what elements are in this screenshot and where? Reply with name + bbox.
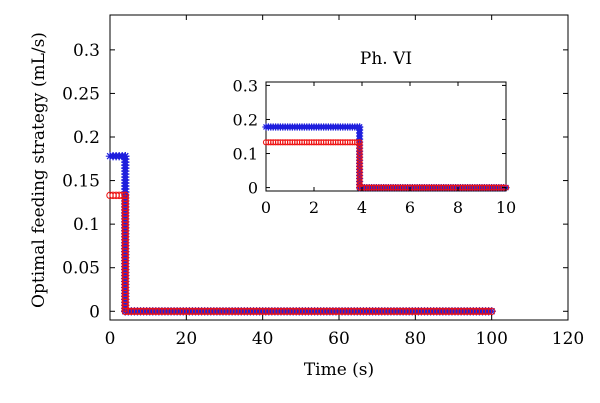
data-point <box>356 148 363 155</box>
data-point <box>356 178 363 185</box>
inset-x-tick-label: 8 <box>453 198 463 217</box>
main-y-tick-labels: 0 0.05 0.1 0.15 0.2 0.25 0.3 <box>62 41 100 322</box>
y-axis-label: Optimal feeding strategy (mL/s) <box>29 32 49 308</box>
inset-plot-background <box>266 82 506 191</box>
inset-y-tick-label: 0.2 <box>233 110 258 129</box>
main-ticks <box>109 15 569 320</box>
main-x-tick-label: 120 <box>552 329 584 349</box>
inset-y-tick-labels: 0 0.1 0.2 0.3 <box>233 76 258 197</box>
main-y-tick-label: 0.1 <box>73 215 100 235</box>
inset-x-tick-label: 10 <box>496 198 516 217</box>
main-series-layer <box>105 151 496 316</box>
main-y-tick-label: 0 <box>89 302 100 322</box>
main-y-tick-label: 0.3 <box>73 41 100 61</box>
data-point <box>356 151 363 158</box>
data-point <box>356 175 363 182</box>
main-x-tick-label: 0 <box>105 329 116 349</box>
inset-ticks <box>265 82 507 191</box>
data-point <box>121 191 129 200</box>
data-point <box>354 139 361 146</box>
main-plot: 0 20 40 60 80 100 120 00.050.10.150.20.250.3 T… <box>29 14 585 380</box>
main-x-tick-label: 20 <box>176 329 198 349</box>
data-point <box>484 307 493 315</box>
data-point <box>356 166 363 173</box>
inset-x-tick-label: 2 <box>309 198 319 217</box>
main-y-tick-label: 0.05 <box>62 259 100 279</box>
main-series-red-circles <box>106 191 496 315</box>
main-y-tick-label: 0.25 <box>62 84 100 104</box>
data-point <box>356 172 363 179</box>
inset-x-tick-label: 6 <box>405 198 415 217</box>
main-x-tick-labels: 0 20 40 60 80 100 120 <box>105 329 585 349</box>
inset-series-red-circles <box>262 139 510 191</box>
main-x-tick-label: 80 <box>405 329 427 349</box>
x-axis-label: Time (s) <box>304 360 374 380</box>
data-point <box>356 169 363 176</box>
inset-y-tick-label: 0.3 <box>233 76 258 95</box>
main-x-tick-label: 100 <box>475 329 507 349</box>
inset-title: Ph. VI <box>360 49 412 69</box>
data-point <box>487 307 496 315</box>
data-point <box>356 123 364 131</box>
data-point <box>121 151 130 161</box>
data-point <box>356 160 363 167</box>
data-point <box>356 163 363 170</box>
data-point <box>118 191 126 200</box>
data-point <box>356 139 363 146</box>
data-point <box>356 157 363 164</box>
inset-plot: 0 2 4 6 8 10 0 0.1 0.2 0.3 Ph. VI <box>233 49 517 217</box>
main-y-tick-label: 0.15 <box>62 172 100 192</box>
main-y-tick-label: 0.2 <box>73 128 100 148</box>
data-point <box>356 154 363 161</box>
inset-x-tick-label: 4 <box>357 198 367 217</box>
inset-y-tick-label: 0.1 <box>233 145 258 164</box>
inset-y-tick-label: 0 <box>248 179 258 198</box>
inset-x-tick-label: 0 <box>261 198 271 217</box>
main-x-tick-label: 40 <box>252 329 274 349</box>
inset-x-tick-labels: 0 2 4 6 8 10 <box>261 198 516 217</box>
main-x-tick-label: 60 <box>328 329 350 349</box>
data-point <box>356 145 363 152</box>
